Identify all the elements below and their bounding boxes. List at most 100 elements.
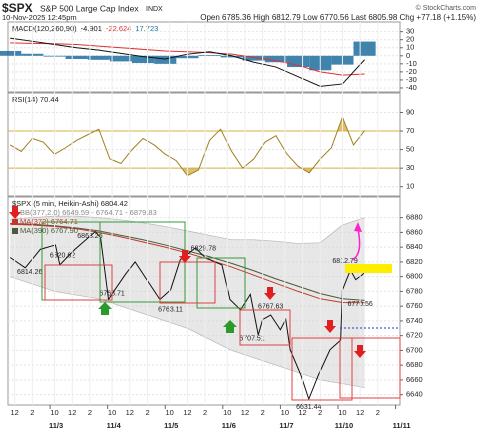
panel-title: $SPX (5 min, Heikin-Ashi) 6804.42	[12, 199, 128, 208]
y-tick-label: 6860	[406, 227, 423, 236]
quote: Open 6785.36 High 6812.79 Low 6770.56 La…	[200, 13, 476, 22]
legend-entry: 17.723	[135, 24, 158, 33]
green-box	[196, 257, 246, 309]
y-tick-label: 6840	[406, 242, 423, 251]
red-box	[239, 309, 291, 346]
price-label: 6820.62	[50, 252, 75, 259]
x-tick-label: 2	[261, 408, 265, 417]
panel-title: MACD(120,260,90)	[12, 24, 77, 33]
legend-entry: MA(372) 6764.71	[20, 217, 78, 226]
histogram-bar	[353, 41, 376, 56]
x-tick-label: 12	[298, 408, 306, 417]
x-tick-label: 12	[10, 408, 18, 417]
macd-panel	[7, 21, 401, 93]
histogram-bar	[132, 55, 155, 64]
annotations	[9, 206, 401, 401]
symbol: $SPX	[2, 1, 33, 15]
y-tick-label: 90	[406, 107, 414, 116]
y-tick-label: 10	[406, 43, 414, 52]
histogram-bar	[109, 55, 133, 62]
credit: © StockCharts.com	[416, 4, 477, 12]
legend-swatch	[12, 219, 18, 225]
y-tick-label: 50	[406, 145, 414, 154]
y-tick-label: 6640	[406, 390, 423, 399]
y-tick-label: 6720	[406, 331, 423, 340]
x-date-label: 11/4	[107, 421, 122, 430]
x-tick-label: 10	[108, 408, 116, 417]
legend-entry: -22.624	[106, 24, 131, 33]
x-date-label: 11/3	[49, 421, 63, 430]
red-box	[339, 337, 401, 399]
x-tick-label: 2	[203, 408, 207, 417]
y-tick-label: -30	[406, 75, 417, 84]
histogram-bar	[87, 55, 110, 60]
exchange: INDX	[146, 6, 163, 13]
y-tick-label: -20	[406, 67, 417, 76]
price-label: 6763.11	[158, 307, 183, 314]
panel-title: RSI(14) 70.44	[12, 95, 59, 104]
x-tick-label: 12	[241, 408, 249, 417]
y-tick-label: -10	[406, 59, 417, 68]
histogram-bar	[0, 50, 22, 56]
x-tick-label: 12	[183, 408, 191, 417]
x-date-label: 11/5	[164, 421, 178, 430]
legend-entry: MA(390) 6767.90	[20, 226, 78, 235]
y-tick-label: 6700	[406, 345, 423, 354]
x-tick-label: 2	[318, 408, 322, 417]
x-tick-label: 10	[338, 408, 346, 417]
y-tick-label: 6740	[406, 316, 423, 325]
y-tick-label: 30	[406, 163, 414, 172]
histogram-bar	[65, 55, 88, 60]
datetime: 10-Nov-2025 12:45pm	[2, 13, 77, 22]
histogram-bar	[198, 54, 221, 56]
y-tick-label: -40	[406, 83, 417, 92]
rsi-panel	[7, 92, 401, 197]
x-tick-label: 2	[145, 408, 149, 417]
price-label: 6829.78	[191, 246, 216, 253]
x-date-label: 11/10	[335, 421, 353, 430]
price-label: 6767.63	[258, 303, 283, 310]
y-tick-label: 6880	[406, 213, 423, 222]
x-date-label: 11/6	[222, 421, 236, 430]
price-panel	[7, 196, 401, 406]
x-tick-label: 10	[166, 408, 174, 417]
red-box	[159, 261, 216, 304]
x-tick-label: 10	[223, 408, 231, 417]
y-tick-label: 0	[406, 51, 410, 60]
x-tick-label: 12	[126, 408, 134, 417]
legend-entry: BB(377,2.0) 6649.59 - 6764.71 - 6879.83	[20, 208, 157, 217]
legend-swatch	[12, 228, 18, 234]
y-tick-label: 6780	[406, 286, 423, 295]
x-tick-label: 2	[30, 408, 34, 417]
down-arrow	[264, 287, 276, 300]
x-tick-label: 2	[88, 408, 92, 417]
x-tick-label: 10	[281, 408, 289, 417]
y-tick-label: 6660	[406, 375, 423, 384]
histogram-bar	[242, 55, 265, 61]
legend-entry: -4.901	[81, 24, 102, 33]
histogram-bar	[287, 55, 310, 68]
x-tick-label: 12	[356, 408, 364, 417]
x-tick-label: 12	[68, 408, 76, 417]
y-tick-label: 70	[406, 126, 414, 135]
price-label: 6812.79	[332, 258, 357, 265]
red-box	[291, 337, 353, 401]
red-box	[44, 264, 113, 301]
x-tick-label: 2	[376, 408, 380, 417]
y-tick-label: 10	[406, 182, 414, 191]
y-tick-label: 30	[406, 27, 414, 36]
y-tick-label: 6680	[406, 360, 423, 369]
histogram-bar	[264, 55, 288, 63]
up-arrow	[223, 320, 237, 333]
highlight	[345, 264, 392, 273]
histogram-bar	[220, 55, 243, 58]
x-date-label: 11/11	[393, 421, 411, 430]
y-tick-label: 20	[406, 35, 414, 44]
histogram-bar	[154, 55, 177, 64]
y-tick-label: 6820	[406, 257, 423, 266]
price-label: 6631.44	[296, 404, 321, 411]
series-line	[9, 230, 369, 401]
price-label: 6814.26	[17, 269, 42, 276]
